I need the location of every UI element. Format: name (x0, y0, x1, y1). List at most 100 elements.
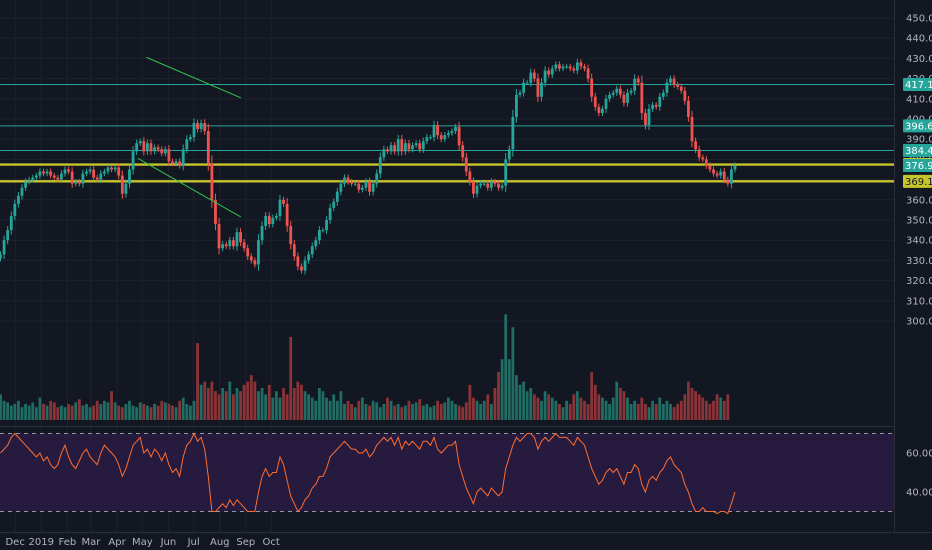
candle-body (658, 96, 662, 107)
candle-body (515, 94, 518, 117)
candle-body (364, 181, 368, 188)
volume-bar (697, 394, 701, 420)
candle-body (292, 244, 296, 257)
candle-body (633, 78, 637, 91)
volume-bar (92, 405, 96, 420)
candle-body (730, 169, 733, 184)
candle-body (615, 88, 619, 93)
candle-body (146, 143, 149, 152)
candle-body (120, 175, 124, 194)
candle-body (715, 173, 719, 176)
candle-body (414, 143, 418, 146)
level-price-tag: 417.10 (905, 80, 932, 91)
candle-body (593, 96, 597, 107)
volume-bar (307, 394, 311, 420)
candle-body (350, 181, 354, 184)
price-tags: 417.10396.60384.40377.45369.15376.95 (903, 77, 932, 188)
candle-body (95, 177, 99, 180)
candle-body (661, 92, 665, 97)
volume-bar (457, 405, 461, 420)
volume-bar (507, 359, 511, 420)
candle-body (407, 143, 411, 150)
candle-body (257, 240, 260, 265)
candle-body (479, 183, 483, 186)
time-tick-label: Jun (160, 537, 177, 548)
candle-body (17, 195, 20, 204)
candle-body (726, 179, 730, 184)
volume-bar (679, 400, 683, 420)
candle-body (156, 147, 160, 150)
volume-bar (278, 397, 282, 420)
candle-body (221, 244, 225, 249)
candle-body (583, 66, 586, 69)
volume-bar (2, 400, 6, 420)
candle-body (644, 112, 647, 126)
volume-bar (99, 404, 103, 420)
volume-bar (590, 372, 594, 420)
volume-bar (500, 359, 504, 420)
candle-body (9, 215, 13, 231)
candle-body (722, 171, 726, 180)
candle-body (317, 230, 321, 241)
candle-body (443, 135, 447, 140)
volume-bar (267, 384, 271, 420)
time-axis[interactable]: Dec 2019 Feb Mar Apr May Jun Jul Aug Sep Oct (5, 537, 279, 548)
volume-bar (597, 394, 601, 420)
candle-body (403, 143, 407, 152)
volume-bar (17, 400, 20, 420)
volume-bar (27, 405, 31, 420)
candle-body (106, 167, 110, 172)
candle-body (228, 240, 232, 247)
candlesticks (0, 58, 737, 275)
price-tick-label: 360.00 (906, 195, 932, 206)
volume-bar (38, 397, 42, 420)
volume-bar (644, 404, 647, 420)
candle-body (669, 78, 672, 83)
volume-bar (350, 404, 354, 420)
volume-bar (364, 404, 368, 420)
volume-bar (443, 402, 447, 420)
candle-body (138, 141, 142, 144)
volume-bar (181, 397, 185, 420)
volume-bar (525, 391, 529, 420)
volume-bar (60, 405, 63, 420)
volume-bar (335, 400, 339, 420)
candle-body (253, 260, 257, 265)
volume-bar (418, 399, 422, 420)
volume-bar (346, 400, 350, 420)
candle-body (604, 98, 608, 109)
candle-body (608, 94, 611, 99)
candle-body (289, 226, 293, 245)
candle-body (0, 254, 2, 259)
rsi-pane (0, 432, 894, 515)
candle-body (540, 82, 543, 97)
volume-bar (579, 397, 583, 420)
candle-body (690, 116, 694, 142)
rsi-axis[interactable]: 40.00 60.00 (906, 449, 932, 499)
volume-bar (171, 405, 174, 420)
volume-bar (683, 394, 687, 420)
candle-body (497, 183, 500, 188)
volume-bar (174, 407, 178, 420)
volume-bar (325, 397, 328, 420)
candle-body (360, 187, 364, 190)
volume-bar (6, 402, 10, 420)
volume-bar (661, 404, 665, 420)
candle-body (464, 157, 468, 172)
volume-bar (687, 381, 690, 420)
volume-bar (626, 397, 629, 420)
volume-bar (658, 397, 662, 420)
candle-body (683, 90, 687, 101)
candle-body (192, 123, 196, 138)
candle-body (314, 240, 318, 247)
candle-body (586, 68, 590, 79)
candle-body (153, 147, 156, 152)
candle-body (307, 254, 311, 261)
candle-body (525, 82, 529, 84)
volume-bar (375, 402, 379, 420)
volume-bar (74, 402, 78, 420)
candle-body (224, 244, 228, 247)
candle-body (45, 171, 49, 174)
candle-body (81, 173, 85, 184)
candle-body (701, 157, 705, 160)
